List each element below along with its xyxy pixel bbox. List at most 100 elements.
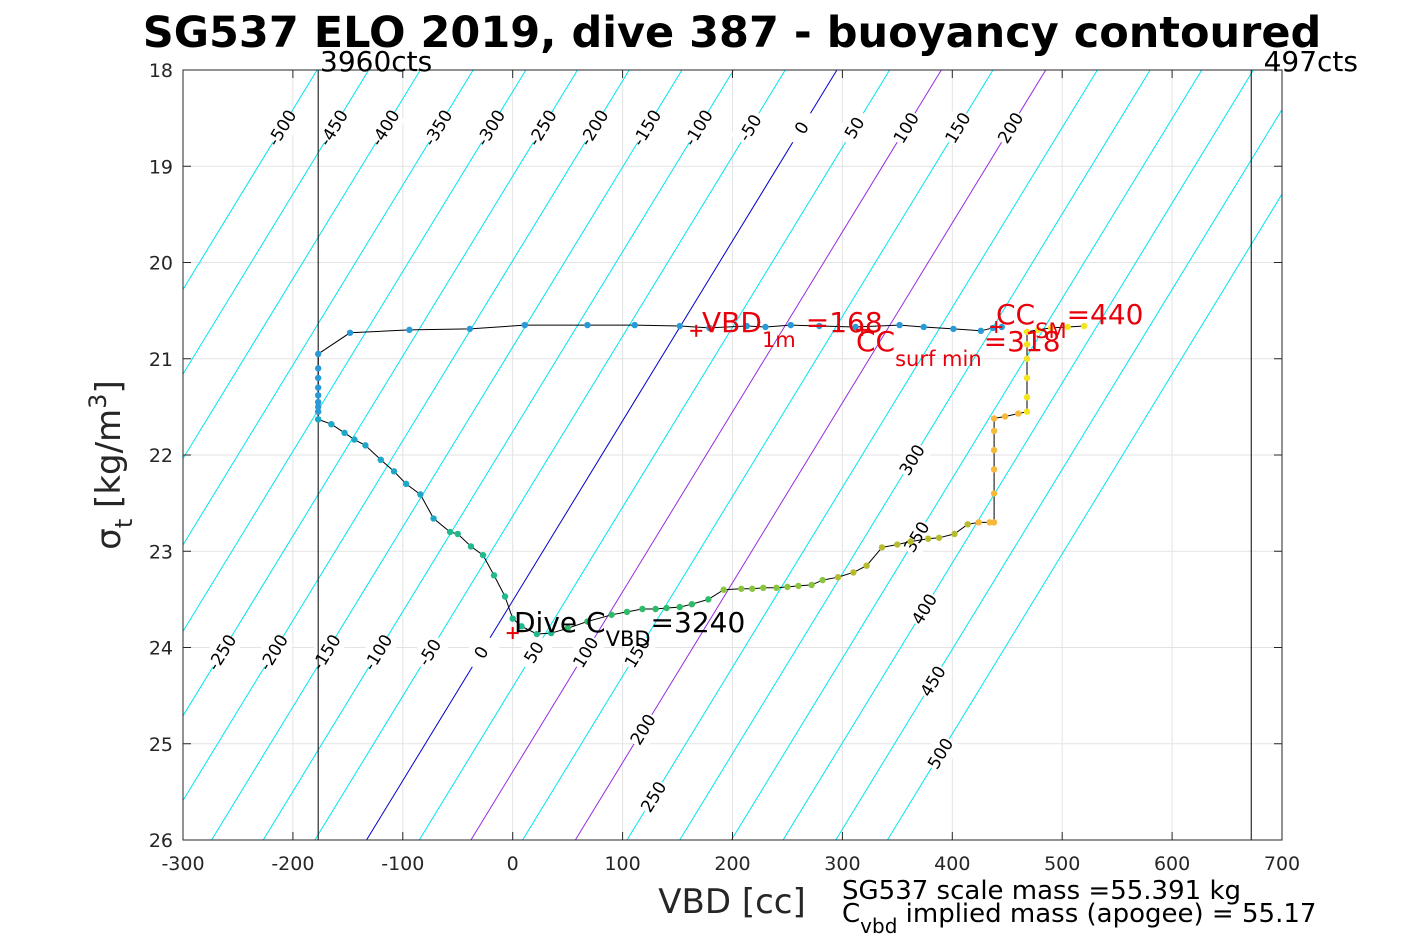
ascent-point: [986, 519, 993, 526]
cc-sm-annotation: CCSM=440: [996, 298, 1143, 343]
x-tick-label: -200: [271, 853, 314, 875]
x-tick-label: 100: [604, 853, 640, 875]
ascent-point: [584, 618, 591, 625]
ascent-point: [417, 491, 424, 498]
contour-label-bg: [904, 587, 945, 631]
vbd-limit-lines: [317, 70, 1252, 840]
ascent-point: [951, 530, 958, 538]
ascent-point: [351, 436, 358, 443]
contour-label-bg: [470, 106, 511, 150]
ascent-point: [1023, 394, 1031, 401]
ascent-point: [509, 615, 516, 622]
contour-line: [782, 70, 1254, 840]
descent-point: [977, 327, 985, 335]
ascent-point: [652, 605, 659, 613]
contour-label-bg: [633, 775, 674, 818]
descent-point: [314, 374, 322, 382]
x-tick-label: -100: [381, 853, 424, 875]
contour-line: [314, 70, 786, 840]
chart-title: SG537 ELO 2019, dive 387 - buoyancy cont…: [143, 8, 1322, 58]
contour-line: [183, 70, 527, 633]
ascent-point: [1023, 341, 1031, 348]
descent-point: [706, 324, 713, 332]
contour-label-bg: [781, 106, 822, 150]
buoyancy-contours: [183, 70, 1282, 840]
ascent-point: [760, 584, 767, 592]
ascent-point: [467, 543, 475, 550]
x-tick-label: 200: [714, 853, 750, 875]
contour-label-bg: [896, 515, 937, 559]
vbd-min-limit-label: 3960cts: [320, 45, 432, 78]
y-tick-label: 22: [149, 445, 173, 467]
contour-label-bg: [357, 631, 398, 674]
ascent-point: [341, 429, 348, 437]
contour-line: [211, 70, 683, 840]
reference-markers: [506, 320, 1003, 640]
x-tick-label: -300: [161, 853, 204, 875]
ascent-point: [1023, 374, 1031, 382]
contour-line: [183, 70, 630, 802]
y-tick-label: 24: [149, 638, 173, 660]
ascent-point: [738, 585, 745, 592]
trajectory-descent-line: [317, 324, 1002, 420]
ascent-point: [454, 530, 461, 538]
contour-label-bg: [990, 106, 1031, 150]
descent-point: [521, 321, 528, 329]
contour-label-bg: [365, 106, 406, 150]
ascent-point: [1001, 413, 1009, 420]
ascent-point: [720, 586, 727, 593]
ascent-point: [773, 584, 780, 592]
ascent-point: [314, 416, 322, 423]
ascent-point: [663, 604, 670, 612]
contour-line: [183, 70, 370, 376]
descent-point: [743, 322, 750, 330]
ascent-point: [623, 608, 631, 616]
x-tick-label: 600: [1154, 853, 1190, 875]
contour-label-bg: [678, 106, 719, 150]
ascent-point: [362, 442, 369, 449]
ascent-point: [834, 574, 842, 581]
ascent-point: [808, 581, 815, 589]
scale-mass-note: SG537 scale mass =55.391 kg: [842, 876, 1241, 906]
contour-label-bg: [617, 631, 658, 674]
grid-lines: [182, 69, 1283, 841]
descent-point: [406, 326, 413, 334]
descent-point: [950, 325, 957, 333]
contour-label-bg: [730, 106, 770, 150]
contour-label-bg: [920, 732, 961, 775]
trajectory-ascent-line: [318, 325, 1085, 635]
vbd-1m-annotation: VBD1m=168: [702, 306, 883, 352]
descent-point: [314, 384, 322, 391]
ascent-point: [547, 629, 555, 637]
ascent-point: [924, 535, 932, 542]
contour-label-bg: [565, 631, 606, 674]
contour-label-bg: [886, 106, 926, 150]
contour-line: [730, 70, 1203, 840]
ascent-point: [564, 625, 571, 632]
descent-point: [816, 322, 823, 330]
contour-label-bg: [201, 631, 242, 674]
descent-point: [896, 321, 903, 329]
ascent-point: [676, 603, 683, 611]
contour-label-bg: [417, 106, 458, 150]
descent-point: [314, 350, 322, 358]
ascent-point: [705, 596, 712, 603]
descent-point: [314, 392, 322, 399]
descent-point: [676, 322, 683, 330]
contour-line: [470, 70, 942, 840]
y-tick-label: 23: [149, 541, 173, 563]
y-tick-label: 26: [149, 830, 173, 852]
ascent-point: [533, 630, 541, 638]
contour-line: [366, 70, 838, 840]
x-axis-label: VBD [cc]: [658, 882, 806, 922]
ascent-point: [935, 534, 943, 541]
contour-line: [626, 70, 1098, 840]
ascent-point: [479, 551, 487, 559]
ascent-point: [608, 611, 615, 618]
contour-label-bg: [522, 106, 563, 150]
contour-label-bg: [623, 708, 663, 751]
y-tick-label: 18: [149, 60, 173, 82]
descent-point: [762, 323, 769, 331]
contour-label-bg: [626, 106, 667, 150]
